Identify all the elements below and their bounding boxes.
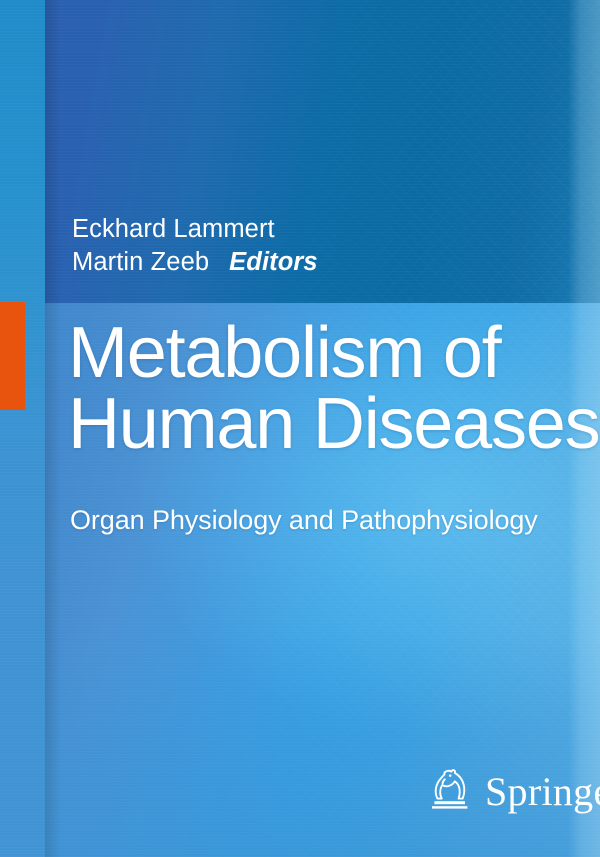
editors-block: Eckhard Lammert Martin Zeeb Editors bbox=[72, 213, 318, 279]
editor-name-2-text: Martin Zeeb bbox=[72, 248, 210, 277]
background-bottom-fade bbox=[0, 627, 600, 857]
spine-shadow bbox=[45, 0, 61, 857]
editors-role-label: Editors bbox=[229, 248, 318, 277]
book-subtitle: Organ Physiology and Pathophysiology bbox=[70, 505, 538, 535]
spine-strip bbox=[0, 0, 45, 857]
title-line-1: Metabolism of bbox=[68, 313, 502, 393]
title-line-2: Human Diseases bbox=[68, 384, 600, 465]
editor-name-1-text: Eckhard Lammert bbox=[72, 215, 275, 243]
background-upper-gradient bbox=[0, 0, 600, 303]
orange-accent-block bbox=[0, 302, 25, 410]
springer-knight-icon bbox=[432, 769, 468, 809]
publisher-logo: Springer bbox=[424, 766, 600, 816]
background-right-band bbox=[568, 0, 600, 857]
editor-name-2: Martin Zeeb Editors bbox=[72, 246, 318, 279]
editor-name-1: Eckhard Lammert bbox=[72, 213, 318, 246]
book-title: Metabolism of Human Diseases bbox=[68, 313, 600, 465]
publisher-name: Springer bbox=[485, 769, 600, 814]
